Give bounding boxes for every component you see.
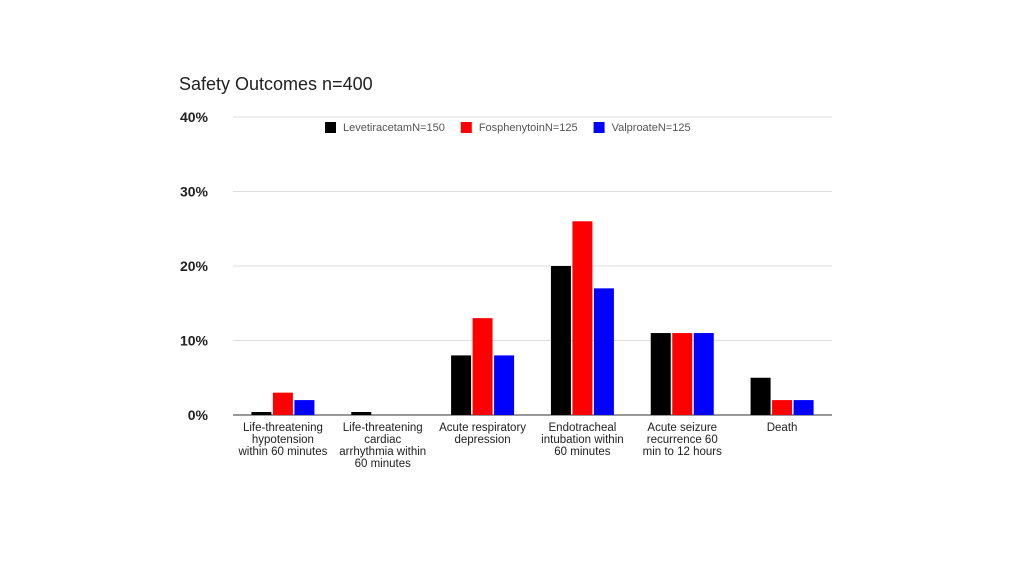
bar (693, 333, 714, 415)
bar (494, 355, 515, 415)
bar (472, 318, 493, 415)
x-axis-categories: Life-threatening hypotension within 60 min… (237, 422, 797, 470)
legend-swatch (593, 122, 605, 133)
x-category-label: Life-threatening hypotension within 60 min… (237, 422, 327, 458)
legend-swatch (460, 122, 472, 133)
bar (550, 266, 571, 415)
y-axis-ticks: 0% 10% 20% 30% 40% (180, 109, 209, 423)
bars (251, 221, 814, 415)
gridlines (233, 116, 832, 416)
y-tick-label: 40% (180, 109, 209, 125)
y-tick-label: 20% (180, 258, 209, 274)
bar (572, 221, 593, 415)
legend: LevetiracetamN=150 FosphenytoinN=125 Valpr… (325, 122, 691, 134)
legend-label: ValproateN=125 (612, 122, 691, 134)
bar (294, 400, 315, 415)
legend-label: FosphenytoinN=125 (479, 122, 578, 134)
x-category-label: Endotracheal intubation within 60 minutes (541, 422, 623, 458)
bar (750, 377, 771, 415)
bar (272, 392, 293, 415)
bar (451, 355, 472, 415)
legend-swatch (325, 122, 336, 133)
y-tick-label: 10% (180, 333, 209, 349)
bar (251, 412, 272, 415)
x-category-label: Life-threatening cardiac arrhythmia within… (339, 422, 426, 470)
legend-label: LevetiracetamN=150 (343, 122, 445, 134)
y-tick-label: 0% (188, 407, 209, 423)
bar (793, 400, 814, 415)
x-category-label: Death (767, 422, 798, 434)
bar (672, 333, 693, 415)
chart-title: Safety Outcomes n=400 (179, 74, 373, 94)
x-category-label: Acute respiratory depression (439, 422, 526, 446)
bar (593, 288, 614, 415)
bar (650, 333, 671, 415)
bar (772, 400, 793, 415)
x-category-label: Acute seizure recurrence 60 min to 12 hour… (643, 422, 723, 458)
bar (351, 412, 372, 415)
y-tick-label: 30% (180, 184, 209, 200)
